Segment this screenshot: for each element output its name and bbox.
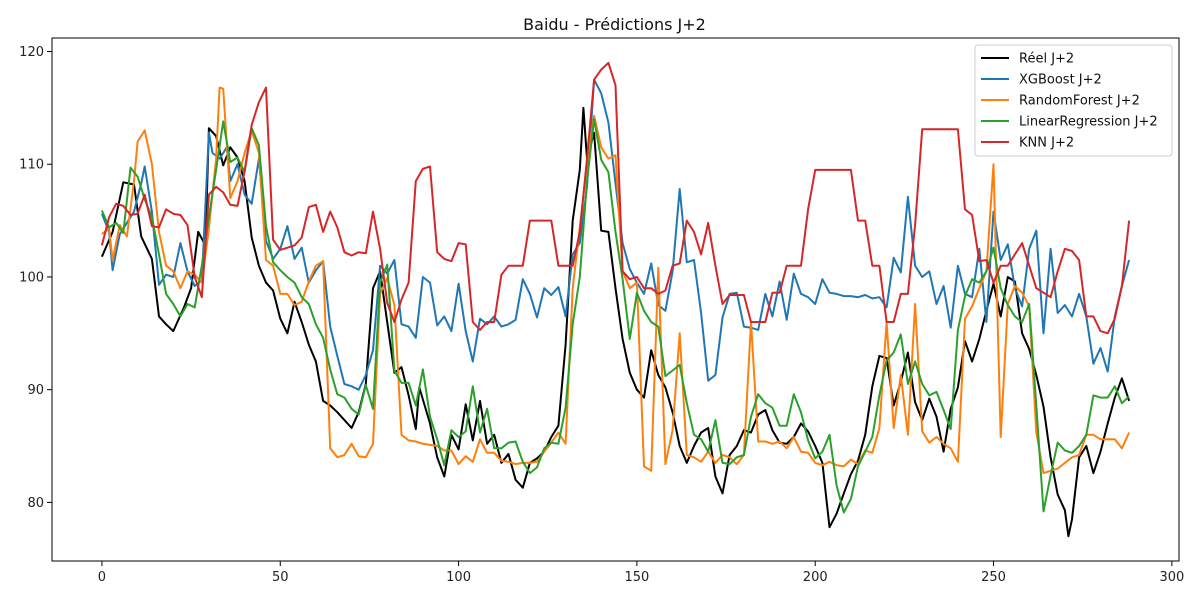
- series-layer: [100, 61, 1131, 538]
- x-tick-label-0: 0: [98, 570, 106, 585]
- legend-label-2: RandomForest J+2: [1019, 94, 1140, 109]
- y-tick-label-0: 80: [27, 496, 44, 511]
- legend: Réel J+2 XGBoost J+2 RandomForest J+2 Linea…: [974, 44, 1173, 157]
- y-tick-label-4: 120: [19, 45, 44, 60]
- y-tick-label-2: 100: [19, 270, 44, 285]
- series-line-3: [100, 118, 1130, 514]
- y-tick-label-3: 110: [19, 158, 44, 173]
- x-tick-label-2: 100: [446, 570, 471, 585]
- series-line-4: [100, 61, 1131, 335]
- x-tick-label-6: 300: [1159, 570, 1184, 585]
- legend-label-3: LinearRegression J+2: [1019, 115, 1158, 130]
- y-axis: 80 90 100 110 120: [19, 45, 52, 511]
- x-axis: 0 50 100 150 200 250 300: [98, 561, 1184, 585]
- legend-label-1: XGBoost J+2: [1019, 73, 1102, 88]
- x-tick-label-5: 250: [981, 570, 1006, 585]
- legend-label-0: Réel J+2: [1019, 52, 1074, 67]
- x-tick-label-1: 50: [272, 570, 289, 585]
- x-tick-label-4: 200: [803, 570, 828, 585]
- x-tick-label-3: 150: [624, 570, 649, 585]
- y-tick-label-1: 90: [27, 383, 44, 398]
- legend-box: [974, 44, 1173, 157]
- plot-frame: [51, 37, 1180, 562]
- legend-label-4: KNN J+2: [1019, 136, 1074, 151]
- chart-title: Baidu - Prédictions J+2: [523, 15, 706, 34]
- series-line-0: [100, 106, 1131, 538]
- series-line-2: [101, 86, 1131, 475]
